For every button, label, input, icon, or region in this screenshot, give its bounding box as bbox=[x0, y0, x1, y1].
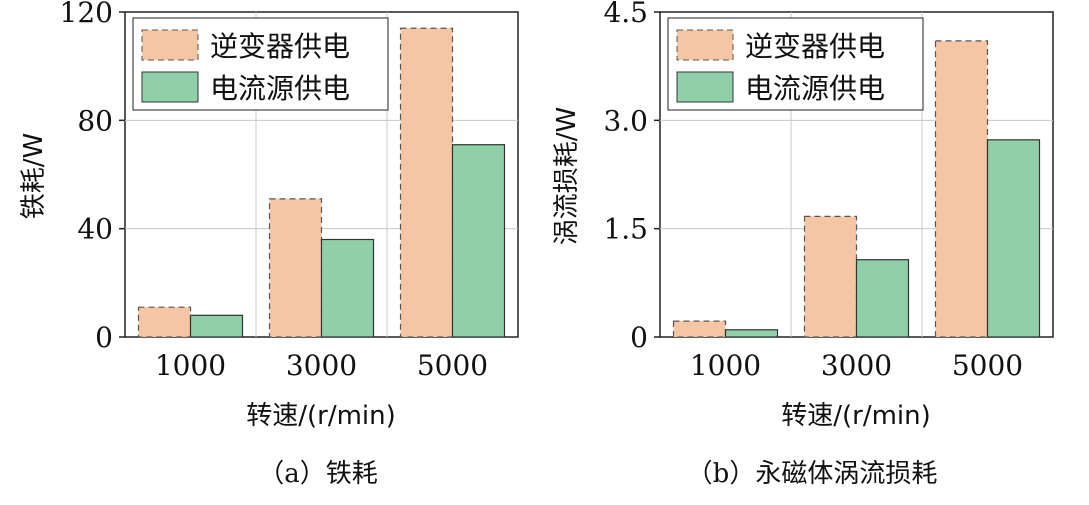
bar-inverter bbox=[268, 198, 323, 338]
y-axis-ticks: 0 1.5 3.0 4.5 bbox=[603, 0, 660, 354]
x-tick-label: 1000 bbox=[690, 349, 761, 382]
bar-current-source bbox=[320, 238, 375, 338]
x-axis-label: 转速/(r/min) bbox=[781, 401, 931, 431]
legend-label-inverter: 逆变器供电 bbox=[210, 30, 350, 63]
chart-panel-a: 0 40 80 120 1000 3000 5000 逆变器供电 电流源供电 铁耗/W 转… bbox=[19, 0, 519, 489]
y-tick-label: 3.0 bbox=[603, 104, 648, 137]
x-axis-ticks: 1000 3000 5000 bbox=[690, 349, 1023, 382]
y-tick-label: 4.5 bbox=[603, 0, 648, 29]
bars bbox=[137, 27, 506, 338]
bar-inverter bbox=[934, 40, 989, 338]
bar-current-source bbox=[986, 139, 1041, 338]
panel-caption: （b）永磁体涡流损耗 bbox=[687, 459, 938, 489]
y-tick-label: 1.5 bbox=[603, 213, 648, 246]
legend-swatch-current bbox=[141, 71, 199, 103]
bar-inverter bbox=[672, 320, 727, 338]
bar-current-source bbox=[189, 314, 244, 338]
y-tick-label: 80 bbox=[77, 104, 113, 137]
bar-inverter bbox=[803, 215, 858, 338]
legend-label-current: 电流源供电 bbox=[745, 72, 885, 105]
x-axis-label: 转速/(r/min) bbox=[246, 401, 396, 431]
bar-inverter bbox=[137, 306, 192, 338]
y-axis-ticks: 0 40 80 120 bbox=[60, 0, 125, 354]
y-axis-label: 涡流损耗/W bbox=[552, 107, 582, 245]
legend-swatch-current bbox=[676, 71, 734, 103]
bar-current-source bbox=[451, 144, 506, 338]
x-tick-label: 5000 bbox=[417, 349, 488, 382]
x-tick-label: 1000 bbox=[155, 349, 226, 382]
bar-current-source bbox=[855, 259, 910, 338]
legend-swatch-inverter bbox=[141, 29, 199, 61]
legend-label-current: 电流源供电 bbox=[210, 72, 350, 105]
y-tick-label: 120 bbox=[60, 0, 113, 29]
y-tick-label: 40 bbox=[77, 213, 113, 246]
x-tick-label: 3000 bbox=[286, 349, 357, 382]
chart-panel-b: 0 1.5 3.0 4.5 1000 3000 5000 逆变器供电 电流源供电 涡流损耗… bbox=[552, 0, 1054, 489]
x-axis-ticks: 1000 3000 5000 bbox=[155, 349, 488, 382]
y-tick-label: 0 bbox=[95, 321, 113, 354]
panel-caption: （a）铁耗 bbox=[258, 459, 378, 489]
legend: 逆变器供电 电流源供电 bbox=[667, 17, 924, 111]
x-tick-label: 5000 bbox=[952, 349, 1023, 382]
y-axis-label: 铁耗/W bbox=[19, 133, 49, 219]
x-tick-label: 3000 bbox=[821, 349, 892, 382]
bars bbox=[672, 40, 1041, 338]
legend-label-inverter: 逆变器供电 bbox=[745, 30, 885, 63]
legend: 逆变器供电 电流源供电 bbox=[132, 17, 389, 111]
legend-swatch-inverter bbox=[676, 29, 734, 61]
bar-current-source bbox=[724, 329, 779, 338]
y-tick-label: 0 bbox=[630, 321, 648, 354]
bar-inverter bbox=[399, 27, 454, 338]
